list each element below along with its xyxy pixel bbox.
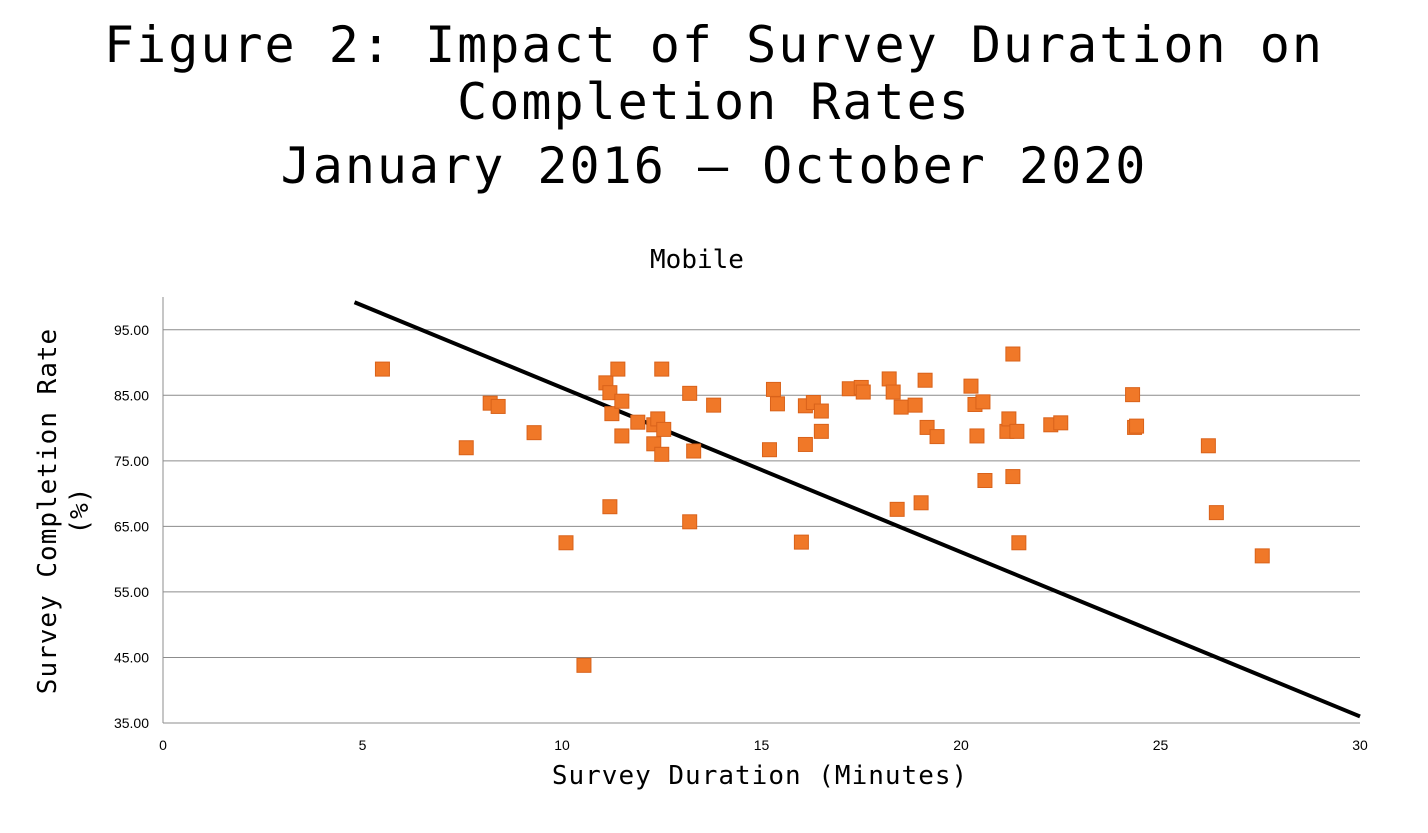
data-point <box>855 384 871 400</box>
data-point <box>769 396 785 412</box>
data-point <box>813 403 829 419</box>
data-point <box>761 442 777 458</box>
data-point <box>686 443 702 459</box>
data-point <box>793 534 809 550</box>
figure-title-date-range: January 2016 – October 2020 <box>280 137 1148 195</box>
data-points <box>374 346 1270 673</box>
figure-title-line-1: Figure 2: Impact of Survey Duration on <box>104 16 1324 74</box>
y-tick-label: 35.00 <box>114 715 149 731</box>
data-point <box>602 499 618 515</box>
y-axis-label-line-2: (%) <box>65 488 95 535</box>
data-point <box>604 406 620 422</box>
data-point <box>706 397 722 413</box>
data-point <box>630 414 646 430</box>
trendline-line <box>353 300 1361 719</box>
axes <box>162 297 1360 724</box>
x-tick-label: 20 <box>953 737 969 753</box>
y-axis-label-line-1: Survey Completion Rate <box>33 328 63 694</box>
data-point <box>1005 346 1021 362</box>
y-tick-label: 75.00 <box>114 453 149 469</box>
data-point <box>969 428 985 444</box>
data-point <box>526 425 542 441</box>
y-tick-label: 45.00 <box>114 649 149 665</box>
data-point <box>1005 469 1021 485</box>
y-tick-label: 95.00 <box>114 322 149 338</box>
data-point <box>975 394 991 410</box>
data-point <box>1053 415 1069 431</box>
y-tick-label: 65.00 <box>114 518 149 534</box>
x-tick-label: 30 <box>1352 737 1368 753</box>
data-point <box>558 535 574 551</box>
data-point <box>1208 505 1224 521</box>
data-point <box>490 398 506 414</box>
data-point <box>576 657 592 673</box>
gridlines <box>163 329 1360 658</box>
data-point <box>893 399 909 415</box>
data-point <box>654 446 670 462</box>
x-tick-label: 25 <box>1153 737 1169 753</box>
data-point <box>917 372 933 388</box>
data-point <box>813 423 829 439</box>
data-point <box>1125 387 1141 403</box>
y-tick-labels: 35.00 45.00 55.00 65.00 75.00 85.00 95.00 <box>114 322 149 731</box>
x-tick-label: 0 <box>159 737 167 753</box>
chart-title: Mobile <box>650 245 744 275</box>
data-point <box>1001 411 1017 427</box>
x-tick-label: 5 <box>359 737 367 753</box>
data-point <box>1009 423 1025 439</box>
data-point <box>907 397 923 413</box>
y-tick-label: 55.00 <box>114 584 149 600</box>
data-point <box>977 473 993 489</box>
data-point <box>614 428 630 444</box>
y-tick-label: 85.00 <box>114 387 149 403</box>
data-point <box>929 429 945 445</box>
data-point <box>656 421 672 437</box>
x-axis-label: Survey Duration (Minutes) <box>552 761 968 791</box>
y-axis-label: Survey Completion Rate (%) <box>33 328 95 694</box>
data-point <box>885 384 901 400</box>
data-point <box>963 378 979 394</box>
data-point <box>1254 548 1270 564</box>
data-point <box>797 436 813 452</box>
data-point <box>614 393 630 409</box>
data-point <box>654 361 670 377</box>
figure-title-line-2: Completion Rates <box>457 73 971 131</box>
data-point <box>602 385 618 401</box>
data-point <box>1011 535 1027 551</box>
data-point <box>881 371 897 387</box>
data-point <box>913 495 929 511</box>
x-tick-label: 10 <box>554 737 570 753</box>
data-point <box>610 361 626 377</box>
data-point <box>765 381 781 397</box>
data-point <box>889 501 905 517</box>
x-tick-label: 15 <box>754 737 770 753</box>
data-point <box>1129 418 1145 434</box>
data-point <box>374 361 390 377</box>
data-point <box>1200 438 1216 454</box>
data-point <box>458 440 474 456</box>
x-tick-labels: 0 5 10 15 20 25 30 <box>159 737 1368 753</box>
data-point <box>682 514 698 530</box>
data-point <box>682 385 698 401</box>
trendline <box>353 300 1361 719</box>
